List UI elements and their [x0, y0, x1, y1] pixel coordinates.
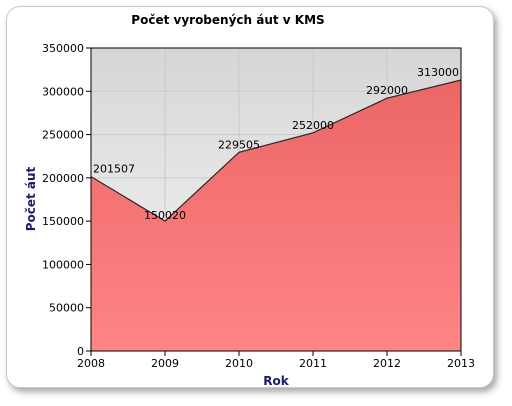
data-label: 313000 [417, 66, 459, 79]
data-label: 252000 [292, 119, 334, 132]
y-tick-label: 350000 [42, 42, 84, 55]
data-label: 292000 [366, 84, 408, 97]
series-area [91, 80, 461, 351]
y-tick-label: 200000 [42, 172, 84, 185]
y-tick-label: 150000 [42, 215, 84, 228]
x-tick-label: 2013 [447, 357, 475, 370]
plot-border [90, 47, 462, 352]
data-label: 229505 [218, 138, 260, 151]
x-axis-title: Rok [263, 374, 289, 388]
y-tick-label: 0 [77, 345, 84, 358]
y-tick-label: 250000 [42, 129, 84, 142]
series-line [90, 79, 462, 222]
y-tick-label: 300000 [42, 85, 84, 98]
x-tick-label: 2008 [77, 357, 105, 370]
y-axis-ticks: 0 50000 100000 150000 200000 250000 300000 3500… [42, 42, 91, 358]
data-labels: 201507 150020 229505 252000 292000 313000 [93, 66, 459, 222]
x-tick-label: 2011 [299, 357, 327, 370]
chart-title: Počet vyrobených áut v KMS [131, 13, 324, 27]
data-label: 150020 [144, 209, 186, 222]
data-label: 201507 [93, 163, 135, 176]
x-axis-ticks: 2008 2009 2010 2011 2012 2013 [77, 351, 475, 370]
x-tick-label: 2010 [225, 357, 253, 370]
x-tick-label: 2009 [151, 357, 179, 370]
x-tick-label: 2012 [373, 357, 401, 370]
y-tick-label: 50000 [49, 302, 84, 315]
y-axis-title: Počet áut [24, 166, 38, 231]
y-tick-label: 100000 [42, 258, 84, 271]
